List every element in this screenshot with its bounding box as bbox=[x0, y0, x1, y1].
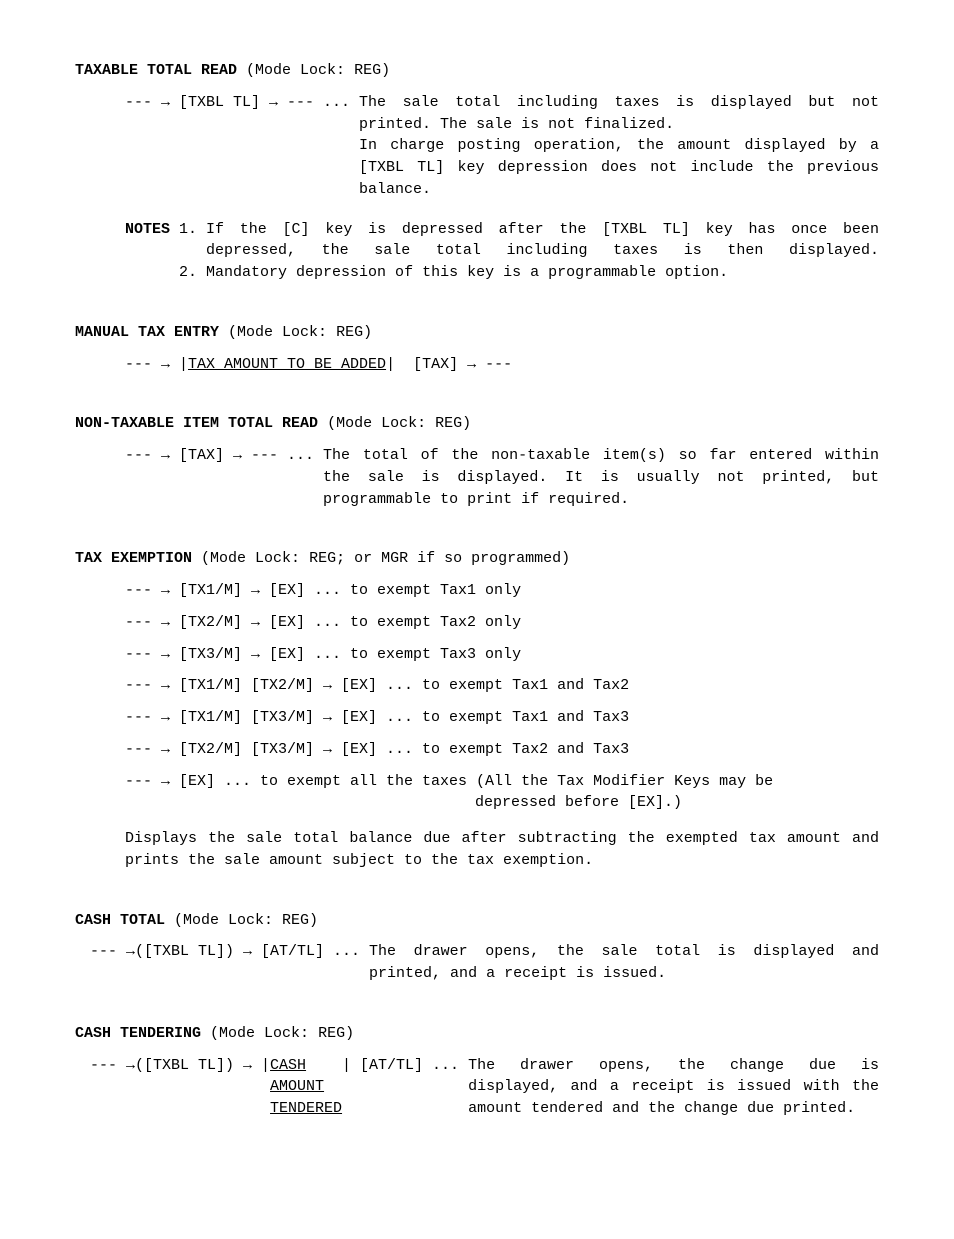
section-heading: NON-TAXABLE ITEM TOTAL READ (Mode Lock: … bbox=[75, 413, 879, 435]
flow-line: --- → [TXBL TL] → --- ... The sale total… bbox=[125, 92, 879, 201]
exemption-line: --- → [TX2/M] → [EX] ... to exempt Tax2 … bbox=[125, 612, 879, 634]
flow-prefix: --- → [TXBL TL] → --- ... bbox=[125, 92, 359, 201]
exemption-paragraph: Displays the sale total balance due afte… bbox=[125, 828, 879, 872]
mode-lock: (Mode Lock: REG) bbox=[174, 912, 318, 929]
section-title: TAXABLE TOTAL READ bbox=[75, 62, 237, 79]
mode-lock: (Mode Lock: REG) bbox=[246, 62, 390, 79]
exemption-text: --- → [TX1/M] [TX3/M] → [EX] ... to exem… bbox=[125, 707, 629, 729]
section-heading: MANUAL TAX ENTRY (Mode Lock: REG) bbox=[75, 322, 879, 344]
flow-line: --- →([TXBL TL]) → |CASH AMOUNT TENDERED… bbox=[90, 1055, 879, 1120]
flow-after: | [TAX] → --- bbox=[386, 354, 512, 376]
section-title: CASH TOTAL bbox=[75, 912, 165, 929]
exemption-line: --- → [TX1/M] → [EX] ... to exempt Tax1 … bbox=[125, 580, 879, 602]
exemption-text: --- → [EX] ... to exempt all the taxes (… bbox=[125, 771, 773, 793]
exemption-text: --- → [TX2/M] → [EX] ... to exempt Tax2 … bbox=[125, 612, 521, 634]
exemption-line: --- → [TX2/M] [TX3/M] → [EX] ... to exem… bbox=[125, 739, 879, 761]
section-non-taxable: NON-TAXABLE ITEM TOTAL READ (Mode Lock: … bbox=[75, 413, 879, 510]
section-heading: CASH TOTAL (Mode Lock: REG) bbox=[75, 910, 879, 932]
note-number: 1. bbox=[179, 219, 206, 263]
mode-lock: (Mode Lock: REG; or MGR if so programmed… bbox=[201, 550, 570, 567]
note-item: 2. Mandatory depression of this key is a… bbox=[179, 262, 879, 284]
mode-lock: (Mode Lock: REG) bbox=[210, 1025, 354, 1042]
section-heading: TAX EXEMPTION (Mode Lock: REG; or MGR if… bbox=[75, 548, 879, 570]
exemption-continuation: depressed before [EX].) bbox=[475, 792, 879, 814]
section-title: TAX EXEMPTION bbox=[75, 550, 192, 567]
notes-list: 1. If the [C] key is depressed after the… bbox=[179, 219, 879, 284]
flow-prefix: --- → [TAX] → --- ... bbox=[125, 445, 323, 510]
flow-line: --- → [TAX] → --- ... The total of the n… bbox=[125, 445, 879, 510]
flow-before: --- →([TXBL TL]) → | bbox=[90, 1055, 270, 1120]
notes-label: NOTES bbox=[125, 219, 179, 284]
note-item: 1. If the [C] key is depressed after the… bbox=[179, 219, 879, 263]
section-cash-tendering: CASH TENDERING (Mode Lock: REG) --- →([T… bbox=[75, 1023, 879, 1120]
section-heading: CASH TENDERING (Mode Lock: REG) bbox=[75, 1023, 879, 1045]
flow-before: --- → | bbox=[125, 354, 188, 376]
section-taxable-total-read: TAXABLE TOTAL READ (Mode Lock: REG) --- … bbox=[75, 60, 879, 284]
mode-lock: (Mode Lock: REG) bbox=[228, 324, 372, 341]
section-manual-tax-entry: MANUAL TAX ENTRY (Mode Lock: REG) --- → … bbox=[75, 322, 879, 376]
section-title: MANUAL TAX ENTRY bbox=[75, 324, 219, 341]
flow-description: The drawer opens, the change due is disp… bbox=[468, 1055, 879, 1120]
note-text: Mandatory depression of this key is a pr… bbox=[206, 262, 728, 284]
exemption-line: --- → [EX] ... to exempt all the taxes (… bbox=[125, 771, 879, 793]
note-text: If the [C] key is depressed after the [T… bbox=[206, 219, 879, 263]
exemption-text: --- → [TX2/M] [TX3/M] → [EX] ... to exem… bbox=[125, 739, 629, 761]
section-tax-exemption: TAX EXEMPTION (Mode Lock: REG; or MGR if… bbox=[75, 548, 879, 871]
exemption-text: --- → [TX3/M] → [EX] ... to exempt Tax3 … bbox=[125, 644, 521, 666]
note-number: 2. bbox=[179, 262, 206, 284]
flow-description: The sale total including taxes is displa… bbox=[359, 92, 879, 201]
section-title: NON-TAXABLE ITEM TOTAL READ bbox=[75, 415, 318, 432]
section-heading: TAXABLE TOTAL READ (Mode Lock: REG) bbox=[75, 60, 879, 82]
flow-line: --- →([TXBL TL]) → [AT/TL] ... The drawe… bbox=[90, 941, 879, 985]
exemption-line: --- → [TX1/M] [TX3/M] → [EX] ... to exem… bbox=[125, 707, 879, 729]
flow-description: The total of the non-taxable item(s) so … bbox=[323, 445, 879, 510]
flow-underlined: TAX AMOUNT TO BE ADDED bbox=[188, 354, 386, 376]
flow-underlined: CASH AMOUNT TENDERED bbox=[270, 1055, 342, 1120]
notes-block: NOTES 1. If the [C] key is depressed aft… bbox=[125, 219, 879, 284]
mode-lock: (Mode Lock: REG) bbox=[327, 415, 471, 432]
exemption-line: --- → [TX1/M] [TX2/M] → [EX] ... to exem… bbox=[125, 675, 879, 697]
flow-line: --- → |TAX AMOUNT TO BE ADDED| [TAX] → -… bbox=[125, 354, 879, 376]
exemption-text: --- → [TX1/M] [TX2/M] → [EX] ... to exem… bbox=[125, 675, 629, 697]
flow-after: | [AT/TL] ... bbox=[342, 1055, 468, 1120]
section-title: CASH TENDERING bbox=[75, 1025, 201, 1042]
exemption-line: --- → [TX3/M] → [EX] ... to exempt Tax3 … bbox=[125, 644, 879, 666]
flow-description: The drawer opens, the sale total is disp… bbox=[369, 941, 879, 985]
exemption-text: --- → [TX1/M] → [EX] ... to exempt Tax1 … bbox=[125, 580, 521, 602]
section-cash-total: CASH TOTAL (Mode Lock: REG) --- →([TXBL … bbox=[75, 910, 879, 985]
flow-prefix: --- →([TXBL TL]) → [AT/TL] ... bbox=[90, 941, 369, 985]
